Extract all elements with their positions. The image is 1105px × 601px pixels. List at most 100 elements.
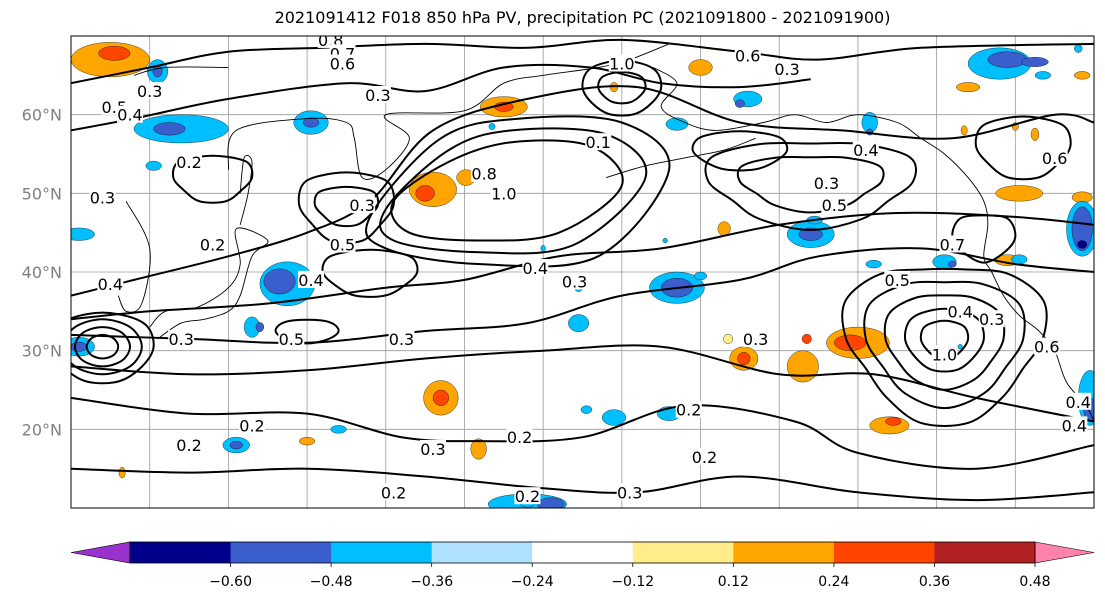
colorbar-segment (431, 542, 533, 563)
precip-blob (488, 123, 496, 130)
contour-label: 0.3 (90, 188, 115, 207)
precip-blob (1074, 71, 1091, 80)
pv-contour (313, 185, 380, 228)
precip-blob (145, 160, 162, 171)
pv-contour (390, 139, 624, 242)
coastline (605, 137, 756, 179)
precip-blob (229, 440, 243, 450)
contour-label: 0.4 (1066, 393, 1091, 412)
colorbar-tick-label: 0.48 (1019, 574, 1050, 590)
contour-label: 0.2 (176, 153, 201, 172)
y-tick-label: 60°N (22, 106, 62, 125)
contour-label-bg (522, 259, 549, 277)
precip-blob (470, 438, 487, 460)
precip-blob (662, 237, 668, 244)
pv-contour (171, 154, 254, 204)
contour-label-bg (117, 105, 144, 123)
precip-blob (694, 271, 708, 281)
contour-label: 0.4 (523, 259, 548, 278)
pv-contour (71, 211, 1094, 321)
contour-label: 0.3 (562, 272, 587, 291)
precip-blob (956, 82, 981, 93)
contour-label: 0.6 (330, 55, 355, 74)
pv-contour (71, 396, 1094, 470)
precip-blob (71, 227, 95, 241)
contour-label: 1.0 (491, 184, 516, 203)
colorbar-tick-label: 0.36 (919, 574, 950, 590)
precip-blob (798, 227, 823, 241)
pv-contour (71, 38, 1094, 85)
precip-blob (302, 117, 320, 128)
colorbar-segment (733, 542, 835, 563)
precip-blob (665, 117, 689, 131)
colorbar-tick-label: −0.24 (511, 574, 554, 590)
colorbar-segment (130, 542, 232, 563)
precip-blob (1074, 44, 1083, 53)
colorbar-tick-label: −0.60 (209, 574, 252, 590)
contour-label: 0.2 (515, 487, 540, 506)
pv-contour (365, 115, 671, 268)
precipitation-shading (71, 42, 1094, 508)
contour-label: 0.4 (1062, 416, 1087, 435)
precip-blob (865, 260, 882, 269)
colorbar-tick-label: −0.12 (611, 574, 654, 590)
latitude-tick-labels: 20°N 30°N 40°N 50°N 60°N (22, 106, 62, 440)
pv-contour (974, 115, 1072, 181)
precip-blob (580, 405, 593, 414)
contour-label: 0.2 (507, 428, 532, 447)
pv-contour (274, 318, 340, 345)
contour-label-bg (506, 428, 533, 446)
coastline (239, 154, 253, 225)
colorbar-segment (532, 542, 634, 563)
colorbar-tick-label: 0.12 (718, 574, 749, 590)
contour-label-bg (1033, 337, 1060, 355)
contour-label-bg (821, 196, 848, 214)
contour-label-bg (176, 436, 203, 454)
precip-blob (1011, 254, 1028, 265)
contour-label: 0.5 (330, 235, 355, 254)
contour-label-bg (608, 54, 635, 72)
contour-label: 0.6 (1042, 149, 1067, 168)
contour-label-bg (691, 447, 718, 465)
pv-contour (691, 130, 789, 172)
contour-labels: 0.8 0.7 0.6 0.3 0.5 0.4 0.3 0.2 0.3 0.2 0.4 0.4 0.3 0… (89, 36, 1092, 506)
chart-title: 2021091412 F018 850 hPa PV, precipitatio… (274, 8, 891, 27)
precip-blob (1077, 240, 1088, 249)
contour-label-bg (734, 46, 761, 64)
contour-label-bg (419, 440, 446, 457)
y-tick-label: 40°N (22, 263, 62, 282)
contour-label: 0.3 (389, 330, 414, 349)
colorbar-segment (632, 542, 734, 563)
precip-blob (568, 314, 589, 332)
contour-label-bg (471, 164, 498, 182)
contour-label-bg (317, 36, 344, 48)
contour-label-bg (168, 329, 195, 347)
pv-contour (85, 333, 120, 360)
y-tick-label: 20°N (22, 420, 62, 439)
contour-label-bg (884, 270, 911, 288)
pv-contour (71, 311, 155, 385)
contour-label: 0.3 (743, 330, 768, 349)
contour-label: 0.8 (471, 165, 496, 184)
contour-label: 0.3 (420, 440, 445, 459)
colorbar-segment (934, 542, 1036, 563)
pv-contour (883, 294, 1006, 391)
precip-blob (299, 437, 316, 446)
contour-label-bg (561, 272, 588, 290)
contour-label: 0.4 (947, 302, 972, 321)
precip-blob (688, 59, 713, 76)
contour-label-bg (1041, 148, 1068, 166)
contour-label: 0.2 (381, 483, 406, 502)
precip-blob (1021, 57, 1049, 67)
precip-blob (330, 425, 347, 434)
contour-label-bg (199, 235, 226, 253)
pv-contour (71, 318, 143, 376)
contour-label-bg (329, 54, 356, 72)
contour-label: 0.5 (279, 330, 304, 349)
contour-label: 0.3 (168, 330, 193, 349)
precip-blob (717, 221, 731, 236)
colorbar-tick-label: 0.24 (818, 574, 849, 590)
precip-blob (601, 409, 626, 426)
contour-label-bg (939, 235, 966, 253)
precip-blob (948, 260, 957, 268)
